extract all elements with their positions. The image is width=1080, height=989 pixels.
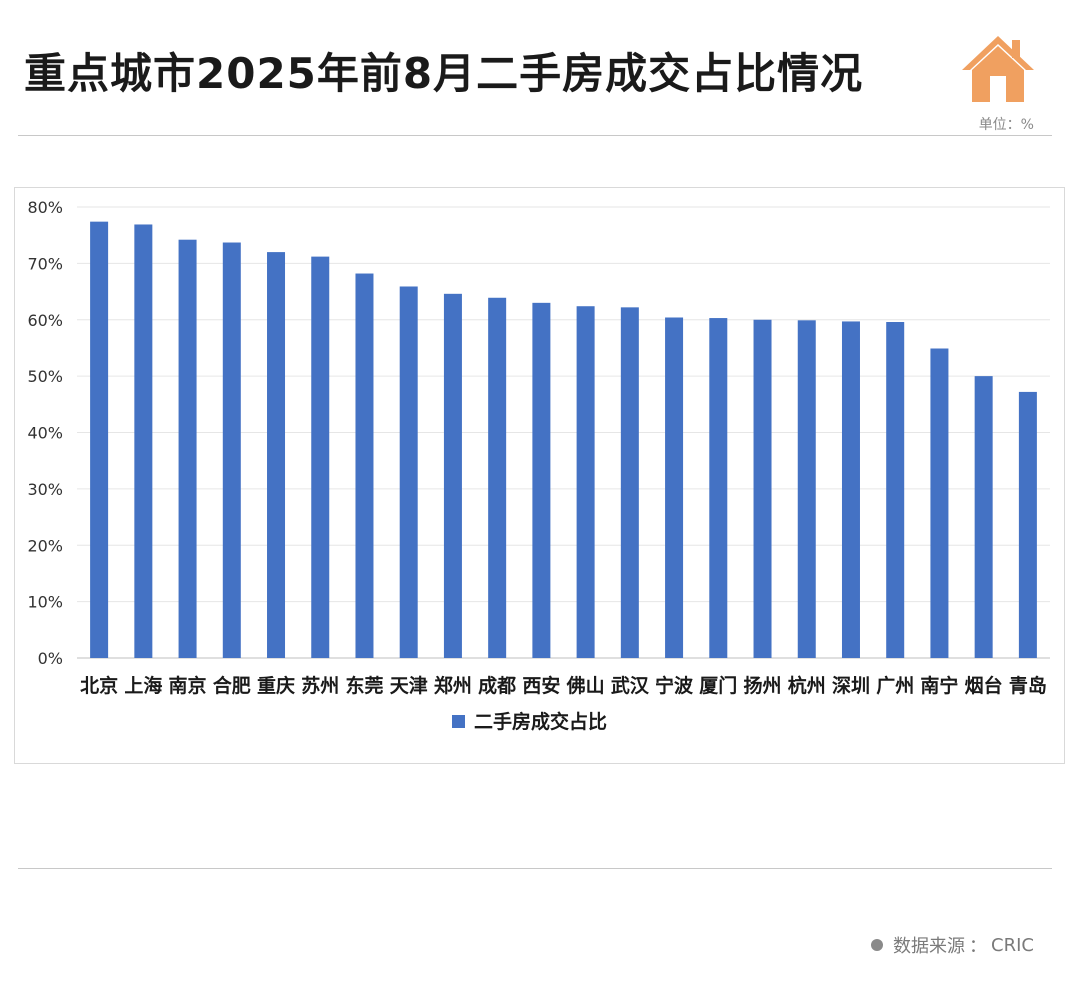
x-tick-label: 成都 <box>478 674 516 697</box>
y-tick-label: 10% <box>27 593 63 612</box>
bar <box>355 273 374 658</box>
y-tick-label: 50% <box>27 367 63 386</box>
x-tick-label: 烟台 <box>965 674 1003 697</box>
bar <box>576 306 595 658</box>
bar <box>886 322 905 658</box>
bar <box>443 293 462 658</box>
x-tick-label: 广州 <box>876 674 914 697</box>
y-tick-label: 80% <box>27 198 63 217</box>
bar <box>267 252 286 658</box>
bottom-divider <box>18 868 1052 869</box>
source-label: 数据来源 <box>893 936 966 957</box>
top-divider <box>18 135 1052 136</box>
x-tick-label: 西安 <box>522 674 560 697</box>
bar <box>90 221 109 658</box>
x-tick-label: 苏州 <box>301 674 339 697</box>
bar <box>620 307 639 658</box>
legend-swatch <box>452 715 465 728</box>
source-value: CRIC <box>991 934 1034 956</box>
bar <box>709 318 728 658</box>
source-note: 数据来源 ： CRIC <box>871 932 1034 958</box>
x-tick-label: 重庆 <box>257 674 295 697</box>
x-tick-label: 扬州 <box>744 674 782 697</box>
y-tick-label: 40% <box>27 424 63 443</box>
bar <box>178 239 197 658</box>
bar <box>930 348 949 658</box>
y-tick-label: 60% <box>27 311 63 330</box>
bar <box>222 242 241 659</box>
chart-area: 0% 10% 20% 30% 40% 50% 60% 70% 80% 北京 上海 南京 合肥 重庆 苏州 东莞… <box>14 187 1065 764</box>
house-icon <box>962 36 1034 102</box>
x-tick-label: 宁波 <box>655 674 694 697</box>
bar-chart: 0% 10% 20% 30% 40% 50% 60% 70% 80% 北京 上海 南京 合肥 重庆 苏州 东莞… <box>27 198 1050 733</box>
x-tick-label: 南宁 <box>920 674 958 697</box>
bar <box>974 376 993 658</box>
x-tick-label: 天津 <box>390 674 428 697</box>
y-tick-label: 0% <box>38 649 63 668</box>
x-tick-label: 武汉 <box>611 675 650 697</box>
y-tick-label: 30% <box>27 480 63 499</box>
x-tick-label: 厦门 <box>699 674 737 697</box>
x-tick-label: 青岛 <box>1009 674 1047 697</box>
bar <box>134 224 153 658</box>
bar <box>841 321 860 658</box>
x-tick-label: 郑州 <box>434 675 472 697</box>
bar <box>665 317 684 658</box>
bar <box>532 302 551 658</box>
y-tick-label: 70% <box>27 254 63 273</box>
x-tick-label: 上海 <box>124 674 162 697</box>
unit-label: 单位：% <box>978 117 1034 133</box>
bar <box>399 286 418 658</box>
x-tick-label: 东莞 <box>345 674 383 697</box>
bar <box>753 319 772 658</box>
legend-label: 二手房成交占比 <box>474 710 607 733</box>
bar <box>1018 391 1037 658</box>
x-tick-label: 合肥 <box>213 674 251 697</box>
bar <box>488 297 507 658</box>
bar <box>311 256 330 658</box>
x-tick-label: 佛山 <box>566 674 605 697</box>
bar <box>797 320 816 658</box>
x-tick-label: 南京 <box>169 674 207 697</box>
page-title: 重点城市2025年前8月二手房成交占比情况 <box>24 49 864 98</box>
x-tick-label: 杭州 <box>788 674 826 697</box>
x-tick-label: 北京 <box>80 674 118 697</box>
bullet-icon <box>871 939 884 951</box>
source-separator: ： <box>969 936 988 957</box>
x-tick-label: 深圳 <box>832 674 870 697</box>
y-tick-label: 20% <box>27 536 63 555</box>
